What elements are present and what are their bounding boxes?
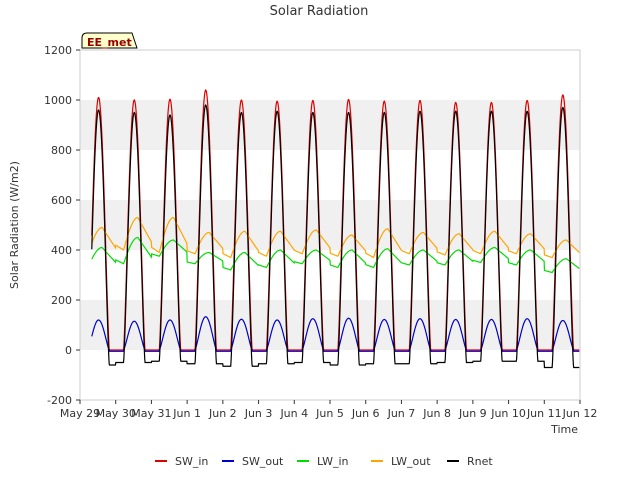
x-tick-label: Jun 3 <box>244 407 273 420</box>
annotation-text: EE_met <box>87 36 132 49</box>
x-tick-label: Jun 12 <box>562 407 598 420</box>
x-tick-label: Jun 8 <box>422 407 451 420</box>
series-line-rnet <box>91 104 580 369</box>
y-tick-label: 800 <box>51 144 72 157</box>
legend-label: SW_out <box>242 455 284 468</box>
series-line-sw-out <box>91 316 580 352</box>
x-tick-label: Jun 6 <box>351 407 380 420</box>
grid-band <box>80 200 580 250</box>
legend-label: LW_out <box>391 455 431 468</box>
grid-band <box>80 300 580 350</box>
y-tick-label: 200 <box>51 294 72 307</box>
y-tick-label: 600 <box>51 194 72 207</box>
x-tick-label: Jun 9 <box>458 407 487 420</box>
legend: SW_in SW_out LW_in LW_out Rnet <box>155 455 493 468</box>
plot-area <box>79 49 581 401</box>
x-tick-label: Jun 11 <box>526 407 562 420</box>
x-tick-label: Jun 2 <box>208 407 237 420</box>
x-tick-label: Jun 5 <box>315 407 344 420</box>
y-tick-label: 0 <box>65 344 72 357</box>
x-tick-label: May 29 <box>60 407 100 420</box>
series-lines <box>91 89 580 369</box>
x-tick-label: Jun 4 <box>279 407 308 420</box>
y-axis-label: Solar Radiation (W/m2) <box>8 161 21 289</box>
annotation-box <box>81 32 138 49</box>
x-tick-label: May 30 <box>96 407 136 420</box>
legend-label: LW_in <box>317 455 349 468</box>
y-axis: -200 0 200 400 600 800 1000 1200 <box>44 44 80 407</box>
x-tick-label: May 31 <box>131 407 171 420</box>
grid-bands <box>80 100 580 350</box>
y-tick-label: 1200 <box>44 44 72 57</box>
x-tick-label: Jun 7 <box>387 407 416 420</box>
grid-band <box>80 100 580 150</box>
annotation-badge: EE_met <box>81 32 138 49</box>
chart-title: Solar Radiation <box>270 4 369 19</box>
y-tick-label: -200 <box>47 394 72 407</box>
x-tick-label: Jun 10 <box>490 407 526 420</box>
legend-label: Rnet <box>467 455 493 468</box>
y-tick-label: 400 <box>51 244 72 257</box>
legend-label: SW_in <box>175 455 208 468</box>
x-tick-label: Jun 1 <box>172 407 201 420</box>
y-tick-label: 1000 <box>44 94 72 107</box>
x-axis-label: Time <box>550 423 578 436</box>
